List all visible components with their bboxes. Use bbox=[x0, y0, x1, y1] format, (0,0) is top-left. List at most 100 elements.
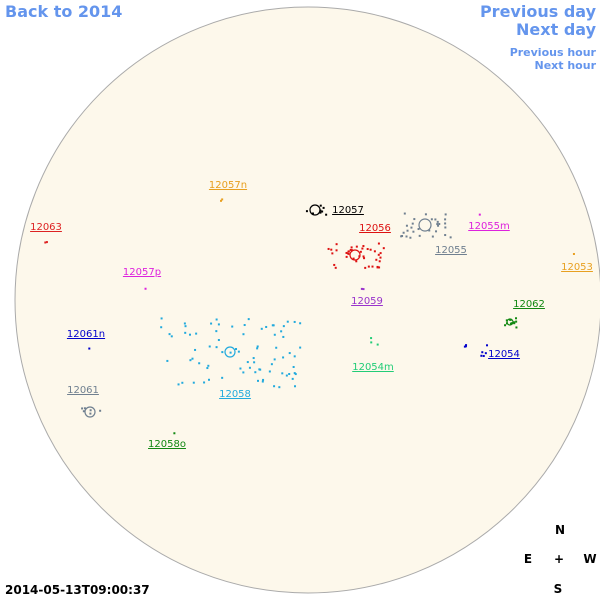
compass-west: W bbox=[583, 552, 596, 566]
previous-day-link[interactable]: Previous day bbox=[480, 2, 597, 21]
spot-dot bbox=[444, 218, 447, 221]
spot-dot bbox=[45, 241, 48, 244]
spot-dot bbox=[424, 213, 427, 216]
spot-dot bbox=[444, 213, 447, 216]
spot-dot bbox=[347, 252, 350, 255]
region-link[interactable]: 12057 bbox=[332, 205, 364, 216]
spot-dot bbox=[434, 218, 437, 221]
spot-dot bbox=[333, 263, 336, 266]
spot-dot bbox=[350, 246, 353, 249]
spot-dot bbox=[411, 222, 414, 225]
spot-dot bbox=[436, 220, 439, 223]
spot-dot bbox=[293, 320, 296, 323]
spot-dot bbox=[463, 345, 466, 348]
spot-dot bbox=[89, 409, 92, 412]
spot-dot bbox=[444, 234, 447, 237]
region-link[interactable]: 12058o bbox=[148, 439, 186, 450]
spot-dot bbox=[294, 373, 297, 376]
spot-dot bbox=[166, 359, 169, 362]
previous-hour-link[interactable]: Previous hour bbox=[510, 46, 597, 59]
spot-dot bbox=[270, 363, 273, 366]
spot-dot bbox=[349, 248, 352, 251]
spot-dot bbox=[345, 251, 348, 254]
spot-dot bbox=[481, 351, 484, 354]
spot-dot bbox=[406, 229, 409, 232]
spot-dot bbox=[508, 318, 511, 321]
spot-dot bbox=[515, 317, 518, 320]
spot-dot bbox=[195, 332, 198, 335]
region-link[interactable]: 12057p bbox=[123, 267, 161, 278]
spot-dot bbox=[373, 250, 376, 253]
spot-dot bbox=[217, 339, 220, 342]
spot-dot bbox=[242, 371, 245, 374]
spot-dot bbox=[362, 245, 365, 248]
spot-dot bbox=[435, 230, 438, 233]
spot-dot bbox=[160, 326, 163, 329]
spot-dot bbox=[248, 366, 251, 369]
spot-dot bbox=[292, 365, 295, 368]
region-link[interactable]: 12057n bbox=[209, 180, 247, 191]
spot-dot bbox=[355, 245, 358, 248]
spot-dot bbox=[198, 362, 201, 365]
region-link[interactable]: 12054 bbox=[488, 349, 520, 360]
spot-dot bbox=[191, 357, 194, 360]
spot-dot bbox=[515, 320, 518, 323]
spot-dot bbox=[252, 357, 255, 360]
spot-dot bbox=[327, 247, 330, 250]
spot-dot bbox=[144, 287, 147, 290]
spot-dot bbox=[168, 333, 171, 336]
spot-dot bbox=[215, 330, 218, 333]
compass-center: + bbox=[554, 552, 564, 566]
region-link[interactable]: 12054m bbox=[352, 362, 394, 373]
region-link[interactable]: 12055m bbox=[468, 221, 510, 232]
spot-dot bbox=[275, 346, 278, 349]
spot-dot bbox=[431, 235, 434, 238]
region-link[interactable]: 12063 bbox=[30, 222, 62, 233]
spot-dot bbox=[207, 364, 210, 367]
compass-south: S bbox=[554, 582, 563, 596]
next-hour-link[interactable]: Next hour bbox=[535, 59, 597, 72]
region-link[interactable]: 12059 bbox=[351, 296, 383, 307]
region-link[interactable]: 12055 bbox=[435, 245, 467, 256]
spot-dot bbox=[206, 367, 209, 370]
spot-dot bbox=[291, 377, 294, 380]
spot-dot bbox=[504, 324, 507, 327]
spot-dot bbox=[311, 212, 314, 215]
spot-dot bbox=[412, 230, 415, 233]
spot-dot bbox=[350, 249, 353, 252]
spot-dot bbox=[478, 213, 481, 216]
region-link[interactable]: 12061n bbox=[67, 329, 105, 340]
region-link[interactable]: 12062 bbox=[513, 299, 545, 310]
region-link[interactable]: 12061 bbox=[67, 385, 99, 396]
spot-dot bbox=[464, 345, 467, 348]
spot-dot bbox=[282, 335, 285, 338]
region-link[interactable]: 12053 bbox=[561, 262, 593, 273]
back-link[interactable]: Back to 2014 bbox=[5, 2, 122, 21]
spot-dot bbox=[273, 358, 276, 361]
spot-dot bbox=[83, 407, 86, 410]
spot-dot bbox=[482, 354, 485, 357]
spot-dot bbox=[449, 236, 452, 239]
spot-dot bbox=[347, 250, 350, 253]
spot-dot bbox=[258, 368, 261, 371]
spot-dot bbox=[363, 257, 366, 260]
spot-dot bbox=[256, 347, 259, 350]
region-link[interactable]: 12058 bbox=[219, 389, 251, 400]
spot-dot bbox=[242, 333, 245, 336]
spot-dot bbox=[418, 234, 421, 237]
spot-dot bbox=[293, 355, 296, 358]
spot-dot bbox=[260, 327, 263, 330]
spot-dot bbox=[282, 325, 285, 328]
spot-dot bbox=[229, 351, 232, 354]
spot-dot bbox=[325, 213, 328, 216]
spot-dot bbox=[184, 325, 187, 328]
region-link[interactable]: 12056 bbox=[359, 223, 391, 234]
spot-dot bbox=[359, 250, 362, 253]
spot-dot bbox=[262, 378, 265, 381]
spot-dot bbox=[288, 352, 291, 355]
spot-dot bbox=[375, 258, 378, 261]
spot-dot bbox=[81, 407, 84, 410]
next-day-link[interactable]: Next day bbox=[516, 20, 597, 39]
spot-outline bbox=[418, 218, 432, 232]
